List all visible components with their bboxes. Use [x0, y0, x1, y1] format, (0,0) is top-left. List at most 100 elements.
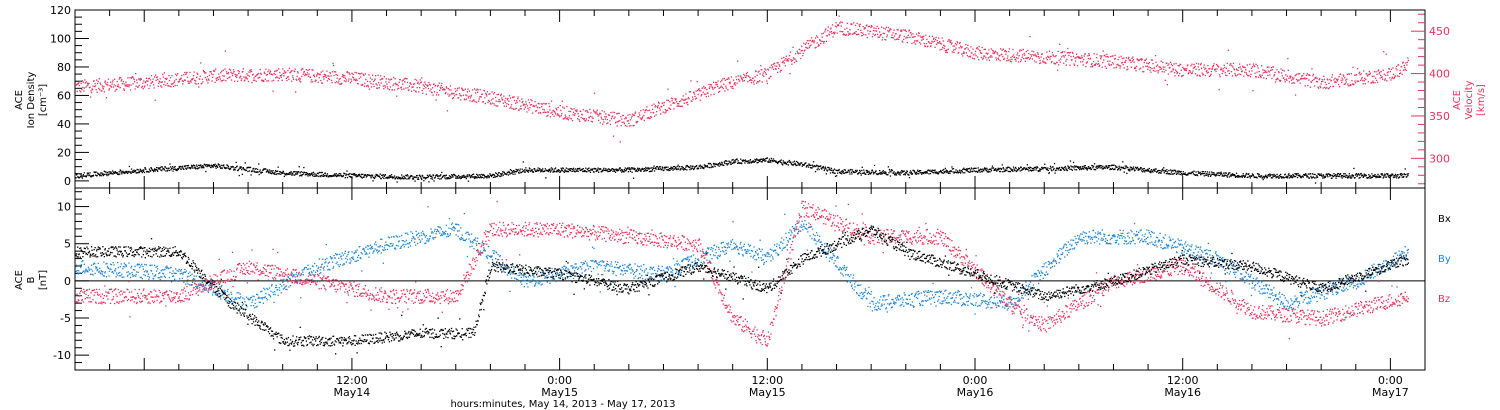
velocity-point	[1390, 68, 1393, 70]
velocity-point	[148, 87, 150, 90]
density-point	[1219, 174, 1221, 177]
density-point	[1071, 169, 1074, 171]
velocity-point	[1023, 58, 1025, 60]
velocity-point	[852, 22, 855, 24]
density-point	[290, 174, 293, 176]
velocity-point	[533, 105, 536, 107]
velocity-point	[1141, 59, 1143, 61]
velocity-point	[788, 58, 790, 60]
density-point	[415, 176, 417, 179]
velocity-point	[840, 21, 842, 23]
velocity-point	[1017, 57, 1019, 59]
velocity-point	[499, 100, 501, 102]
velocity-point	[907, 34, 909, 36]
velocity-point	[911, 42, 913, 45]
velocity-point	[1361, 76, 1363, 79]
density-point	[698, 167, 700, 169]
density-point	[1114, 168, 1116, 170]
velocity-point	[819, 39, 821, 41]
velocity-point	[563, 107, 565, 109]
velocity-point	[1205, 70, 1207, 73]
density-point	[1129, 170, 1131, 172]
velocity-point	[1251, 66, 1254, 68]
density-point	[148, 168, 151, 170]
velocity-point	[451, 97, 454, 100]
velocity-point	[450, 89, 452, 91]
density-point	[559, 171, 561, 173]
velocity-point	[561, 100, 563, 102]
density-point	[296, 171, 298, 173]
density-point	[1263, 177, 1265, 179]
velocity-point	[917, 40, 919, 42]
density-point	[742, 160, 744, 162]
velocity-point	[1305, 78, 1307, 80]
velocity-point	[1207, 71, 1209, 73]
density-tick-label: 80	[57, 61, 71, 74]
velocity-point	[1406, 61, 1408, 63]
velocity-point	[1168, 63, 1170, 65]
density-point	[309, 175, 311, 177]
velocity-point	[90, 90, 92, 92]
velocity-point	[375, 83, 377, 85]
density-point	[155, 168, 157, 171]
velocity-point	[995, 57, 997, 59]
density-point	[980, 168, 982, 171]
velocity-point	[222, 75, 224, 77]
velocity-point	[1053, 63, 1056, 65]
velocity-point	[364, 82, 366, 84]
velocity-point	[1261, 74, 1263, 76]
density-point	[373, 177, 376, 180]
velocity-point	[1396, 75, 1399, 77]
density-point	[411, 178, 414, 180]
velocity-point	[740, 77, 742, 79]
density-point	[1135, 167, 1137, 169]
density-point	[500, 173, 502, 176]
velocity-point	[965, 52, 967, 54]
velocity-point	[898, 38, 900, 40]
velocity-point	[147, 78, 150, 80]
velocity-point	[560, 109, 562, 112]
density-point	[653, 170, 656, 172]
velocity-point	[1133, 67, 1136, 70]
velocity-point	[1281, 72, 1283, 74]
density-point	[254, 168, 256, 170]
velocity-point	[1245, 69, 1247, 71]
velocity-point	[443, 88, 445, 90]
velocity-point	[124, 83, 126, 85]
velocity-point	[798, 52, 800, 55]
velocity-point	[595, 113, 597, 115]
density-point	[473, 176, 475, 178]
velocity-point	[144, 82, 146, 84]
density-point	[1086, 169, 1088, 171]
velocity-point	[1295, 74, 1297, 76]
density-point	[968, 171, 970, 173]
density-point	[787, 164, 790, 166]
velocity-point	[217, 77, 219, 79]
velocity-point	[1121, 57, 1123, 60]
velocity-point	[956, 41, 958, 43]
density-point	[1070, 168, 1073, 171]
velocity-point	[566, 105, 568, 108]
density-point	[549, 171, 552, 173]
density-point	[1102, 165, 1104, 167]
velocity-point	[530, 104, 533, 106]
velocity-point	[857, 29, 859, 31]
velocity-point	[358, 72, 360, 75]
velocity-point	[177, 73, 179, 75]
density-point	[198, 164, 200, 166]
velocity-point	[1068, 52, 1071, 54]
density-point	[784, 161, 786, 164]
velocity-point	[631, 113, 634, 115]
density-point	[179, 166, 181, 169]
density-point	[1054, 172, 1056, 174]
velocity-point	[1307, 85, 1309, 87]
density-point	[1233, 175, 1235, 177]
velocity-point	[174, 80, 176, 82]
velocity-point	[939, 49, 941, 51]
velocity-point	[1225, 67, 1227, 69]
velocity-point	[639, 117, 641, 119]
velocity-point	[118, 86, 120, 88]
density-point	[967, 168, 969, 170]
velocity-point	[1194, 73, 1197, 75]
